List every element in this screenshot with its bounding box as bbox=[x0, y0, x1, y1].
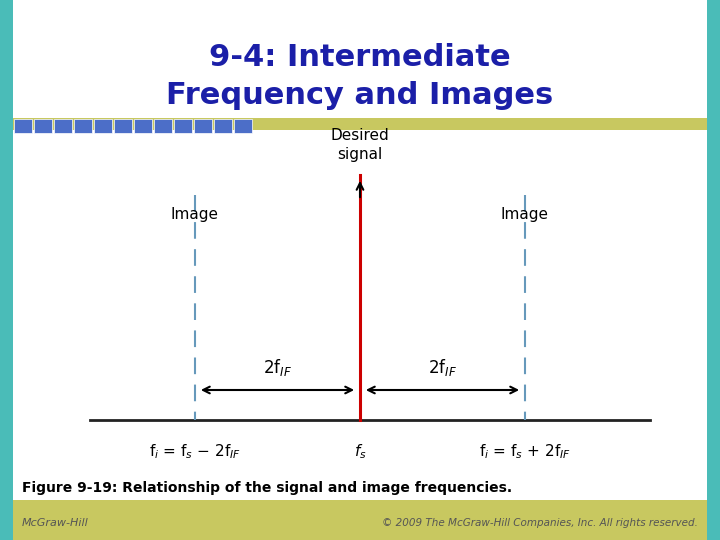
Bar bbox=[34, 119, 52, 133]
Bar bbox=[214, 119, 232, 133]
Text: 2f$_{IF}$: 2f$_{IF}$ bbox=[428, 357, 457, 379]
Text: 9-4: Intermediate: 9-4: Intermediate bbox=[210, 44, 510, 72]
Bar bbox=[134, 119, 152, 133]
Bar bbox=[13, 130, 707, 500]
Bar bbox=[74, 119, 92, 133]
Text: Image: Image bbox=[171, 207, 219, 222]
Bar bbox=[13, 500, 707, 540]
Text: © 2009 The McGraw-Hill Companies, Inc. All rights reserved.: © 2009 The McGraw-Hill Companies, Inc. A… bbox=[382, 518, 698, 528]
Text: f$_i$ = f$_s$ + 2f$_{IF}$: f$_i$ = f$_s$ + 2f$_{IF}$ bbox=[479, 443, 571, 461]
Bar bbox=[234, 119, 252, 133]
Text: 2f$_{IF}$: 2f$_{IF}$ bbox=[263, 357, 292, 379]
Bar bbox=[174, 119, 192, 133]
Bar bbox=[13, 0, 707, 118]
Text: McGraw-Hill: McGraw-Hill bbox=[22, 518, 89, 528]
Text: f$_i$ = f$_s$ − 2f$_{IF}$: f$_i$ = f$_s$ − 2f$_{IF}$ bbox=[149, 443, 241, 461]
Text: Frequency and Images: Frequency and Images bbox=[166, 80, 554, 110]
Bar bbox=[114, 119, 132, 133]
Bar bbox=[54, 119, 72, 133]
Bar bbox=[194, 119, 212, 133]
Text: Image: Image bbox=[501, 207, 549, 222]
Text: f$_s$: f$_s$ bbox=[354, 443, 366, 461]
Bar bbox=[154, 119, 172, 133]
Text: Desired
signal: Desired signal bbox=[330, 129, 390, 162]
Bar bbox=[14, 119, 32, 133]
Bar bbox=[707, 0, 720, 540]
Bar bbox=[94, 119, 112, 133]
Text: Figure 9-19: Relationship of the signal and image frequencies.: Figure 9-19: Relationship of the signal … bbox=[22, 481, 512, 495]
Bar bbox=[0, 0, 13, 540]
